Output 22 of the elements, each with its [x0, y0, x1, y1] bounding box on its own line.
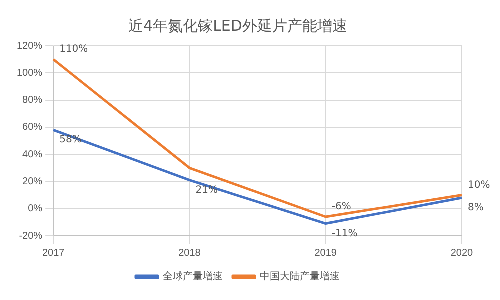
- y-tick-label: 60%: [22, 122, 43, 134]
- x-tick-label: 2017: [42, 248, 66, 259]
- data-label: 10%: [468, 180, 490, 191]
- x-tick-label: 2020: [450, 248, 474, 259]
- data-label: 58%: [60, 134, 82, 146]
- chart-title: 近4年氮化镓LED外延片产能增速: [128, 16, 348, 35]
- data-label: -11%: [332, 228, 358, 240]
- data-label: 110%: [60, 44, 88, 56]
- data-label: 8%: [468, 202, 484, 214]
- data-label: -6%: [332, 202, 352, 213]
- y-tick-label: 0%: [28, 204, 43, 215]
- y-tick-label: 80%: [22, 95, 43, 106]
- legend-label: 全球产量增速: [163, 270, 223, 283]
- y-tick-label: 40%: [22, 149, 43, 160]
- data-label: 21%: [196, 184, 218, 196]
- y-tick-label: 20%: [22, 176, 43, 188]
- y-tick-label: 100%: [17, 68, 43, 79]
- x-tick-label: 2018: [178, 248, 202, 259]
- x-tick-label: 2019: [314, 248, 338, 259]
- legend-label: 中国大陆产量增速: [260, 270, 340, 283]
- y-tick-label: 120%: [17, 40, 43, 52]
- y-tick-label: -20%: [19, 230, 43, 242]
